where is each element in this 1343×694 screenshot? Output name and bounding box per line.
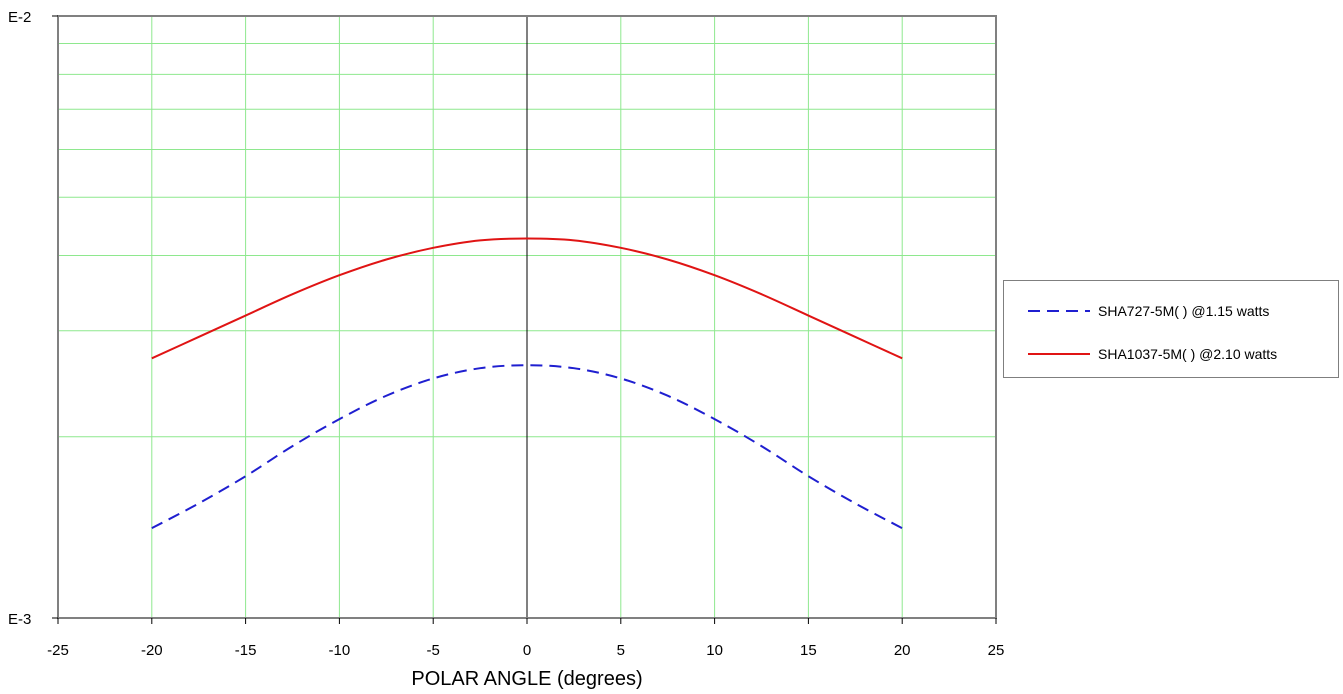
x-tick-label: -15 [235, 642, 257, 659]
x-axis-ticks: -25 -20 -15 -10 -5 0 5 10 15 20 25 [47, 618, 1004, 659]
legend-label-series-2: SHA1037-5M( ) @2.10 watts [1098, 346, 1278, 362]
x-tick-label: 15 [800, 642, 817, 659]
x-axis-label: POLAR ANGLE (degrees) [411, 668, 642, 690]
legend-swatch-series-2 [1028, 353, 1090, 355]
y-tick-label-bottom: E-3 [8, 611, 31, 628]
x-tick-label: -25 [47, 642, 69, 659]
legend: SHA727-5M( ) @1.15 watts SHA1037-5M( ) @… [1003, 280, 1339, 378]
y-tick-label-top: E-2 [8, 9, 31, 26]
x-tick-label: 25 [988, 642, 1005, 659]
x-tick-label: -10 [329, 642, 351, 659]
x-tick-label: -20 [141, 642, 163, 659]
series-lines [151, 237, 903, 530]
x-tick-label: -5 [427, 642, 440, 659]
x-tick-label: 5 [617, 642, 625, 659]
legend-item-series-1: SHA727-5M( ) @1.15 watts [1028, 301, 1269, 321]
series-line-2 [151, 237, 903, 360]
x-tick-label: 20 [894, 642, 911, 659]
legend-item-series-2: SHA1037-5M( ) @2.10 watts [1028, 344, 1277, 364]
x-tick-label: 0 [523, 642, 531, 659]
legend-swatch-series-1 [1028, 310, 1090, 312]
y-axis-ticks: E-2 E-3 [8, 9, 58, 628]
legend-label-series-1: SHA727-5M( ) @1.15 watts [1098, 303, 1270, 319]
x-tick-label: 10 [706, 642, 723, 659]
